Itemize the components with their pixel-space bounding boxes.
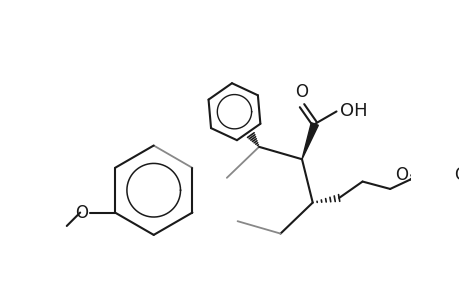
Text: O: O xyxy=(295,83,308,101)
Polygon shape xyxy=(302,123,318,159)
Text: O: O xyxy=(75,204,88,222)
Text: O: O xyxy=(394,166,407,184)
Text: O: O xyxy=(453,166,459,184)
Text: OH: OH xyxy=(339,103,367,121)
